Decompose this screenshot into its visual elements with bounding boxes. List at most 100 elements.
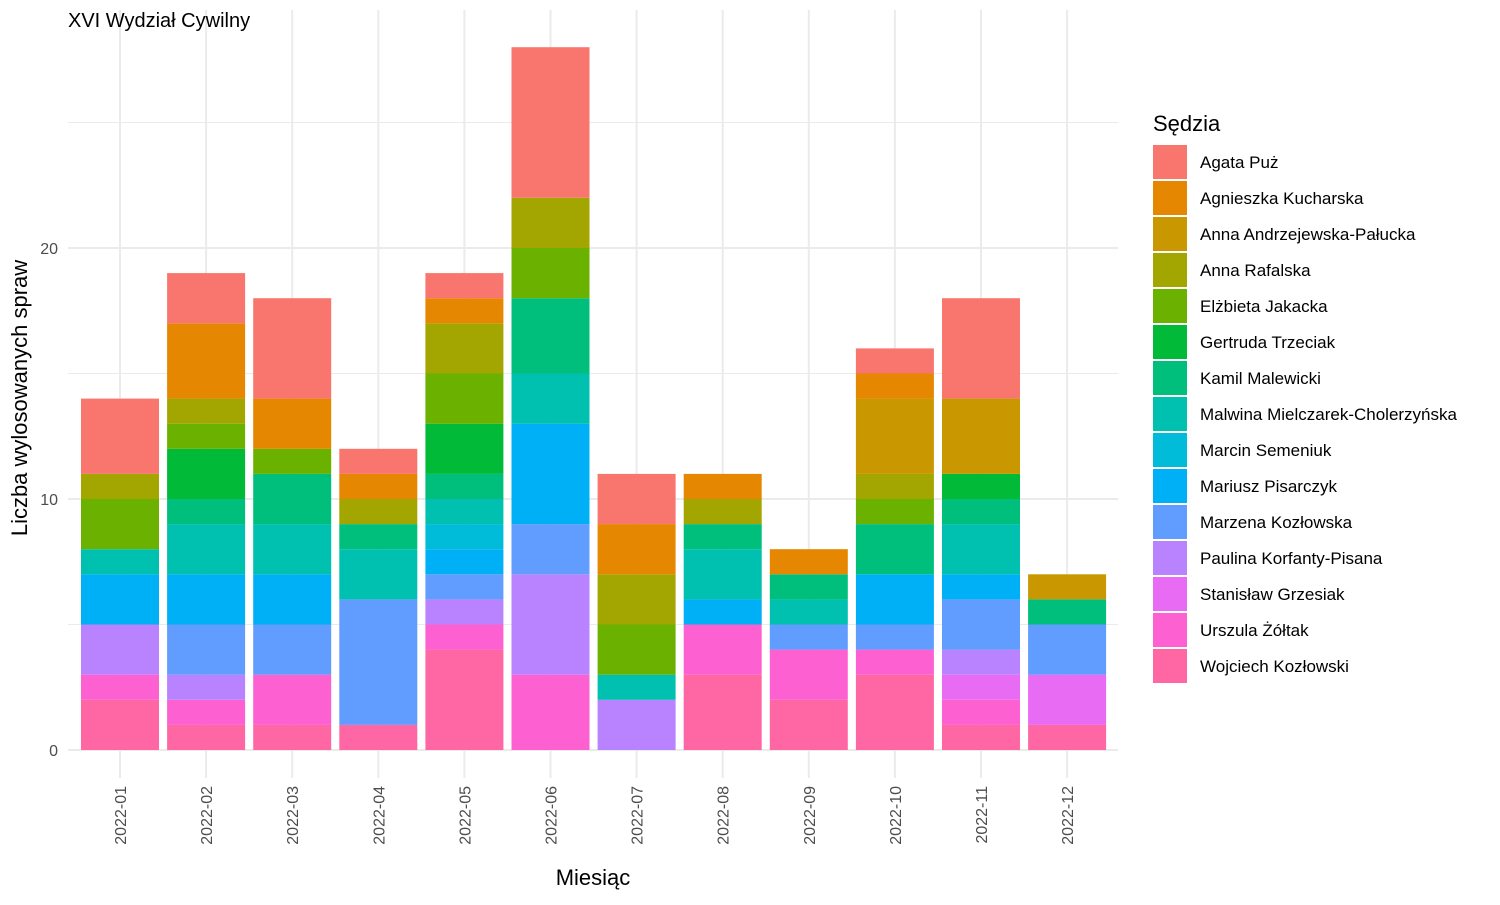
x-tick-label: 2022-11 (974, 786, 991, 844)
bar-segment (425, 574, 504, 600)
chart-title: XVI Wydział Cywilny (68, 10, 250, 32)
bar-segment (855, 499, 934, 525)
bar-segment (855, 574, 934, 625)
bar-segment (253, 473, 332, 525)
legend-label: Mariusz Pisarczyk (1200, 477, 1337, 496)
legend: Sędzia Agata Puż Agnieszka Kucharska Anna … (1153, 111, 1458, 683)
x-tick-label: 2022-01 (113, 786, 130, 845)
bar-segment (167, 624, 246, 675)
bar-segment (253, 724, 332, 750)
bar-segment (942, 649, 1020, 675)
x-tick-label: 2022-12 (1060, 786, 1077, 845)
legend-key (1153, 325, 1187, 359)
bar-segment (81, 699, 159, 750)
bar-segment (855, 649, 934, 675)
bar-segment (855, 348, 934, 374)
legend-items: Agata Puż Agnieszka Kucharska Anna Andrzej… (1153, 145, 1458, 683)
bar-segment (855, 524, 934, 575)
x-axis-label: Miesiąc (556, 865, 631, 890)
bar-segment (511, 574, 590, 675)
bar-segment (425, 373, 504, 424)
bar-segment (855, 398, 934, 474)
bar-segment (425, 499, 504, 525)
legend-label: Marcin Semeniuk (1200, 441, 1332, 460)
bar-segment (425, 599, 504, 625)
bar-segment (339, 599, 418, 725)
bar-segment (81, 499, 159, 550)
legend-label: Marzena Kozłowska (1200, 513, 1353, 532)
bar-segment (167, 574, 246, 625)
legend-key (1153, 577, 1187, 611)
bar-segment (597, 624, 676, 675)
x-tick-label: 2022-06 (544, 786, 561, 845)
bar-segment (597, 473, 676, 525)
bar-segment (683, 599, 762, 625)
bar-segment (1028, 574, 1107, 600)
y-axis-ticks: 0 10 20 (40, 241, 58, 760)
bar-segment (855, 473, 934, 499)
bar-segment (253, 574, 332, 625)
bar-segment (253, 624, 332, 675)
legend-key (1153, 361, 1187, 395)
bar-segment (683, 549, 762, 600)
y-tick-label: 0 (49, 743, 58, 760)
bar-segment (425, 524, 504, 550)
bar-segment (425, 273, 504, 299)
bar-segment (167, 448, 246, 499)
bar-segment (167, 724, 246, 750)
legend-label: Agata Puż (1200, 153, 1278, 172)
bar-segment (425, 549, 504, 575)
bar-segment (683, 473, 762, 499)
bar-segment (942, 599, 1020, 650)
bar-segment (425, 624, 504, 650)
legend-key (1153, 217, 1187, 251)
y-tick-label: 10 (40, 492, 58, 509)
legend-key (1153, 253, 1187, 287)
legend-label: Kamil Malewicki (1200, 369, 1321, 388)
legend-label: Gertruda Trzeciak (1200, 333, 1336, 352)
legend-key (1153, 505, 1187, 539)
bar-segment (339, 499, 418, 525)
legend-label: Agnieszka Kucharska (1200, 189, 1364, 208)
bar-segment (253, 524, 332, 575)
bar-segment (1028, 624, 1107, 675)
y-tick-label: 20 (40, 241, 58, 258)
bar-segment (942, 699, 1020, 725)
bar-segment (511, 298, 590, 374)
bar-segment (683, 524, 762, 550)
legend-key (1153, 145, 1187, 179)
bar-segment (81, 674, 159, 700)
x-tick-label: 2022-07 (630, 786, 647, 845)
bar-segment (769, 599, 848, 625)
bar-segment (339, 473, 418, 499)
bar-segment (167, 674, 246, 700)
legend-key (1153, 649, 1187, 683)
bar-segment (167, 499, 246, 525)
bars (81, 47, 1107, 750)
bar-segment (855, 674, 934, 750)
y-axis-label: Liczba wylosowanych spraw (7, 260, 32, 536)
bar-segment (597, 524, 676, 575)
legend-label: Anna Rafalska (1200, 261, 1311, 280)
legend-label: Elżbieta Jakacka (1200, 297, 1328, 316)
bar-segment (1028, 674, 1107, 725)
legend-key (1153, 181, 1187, 215)
bar-segment (511, 524, 590, 575)
bar-segment (597, 574, 676, 625)
bar-segment (511, 197, 590, 248)
x-tick-label: 2022-10 (888, 786, 905, 845)
legend-key (1153, 469, 1187, 503)
legend-label: Urszula Żółtak (1200, 621, 1309, 640)
bar-segment (253, 674, 332, 725)
bar-segment (81, 624, 159, 675)
bar-segment (511, 248, 590, 299)
bar-segment (339, 524, 418, 550)
bar-segment (855, 624, 934, 650)
bar-segment (253, 448, 332, 474)
bar-segment (425, 423, 504, 474)
bar-segment (167, 398, 246, 424)
x-tick-label: 2022-08 (716, 786, 733, 845)
bar-segment (597, 699, 676, 750)
bar-segment (683, 674, 762, 750)
